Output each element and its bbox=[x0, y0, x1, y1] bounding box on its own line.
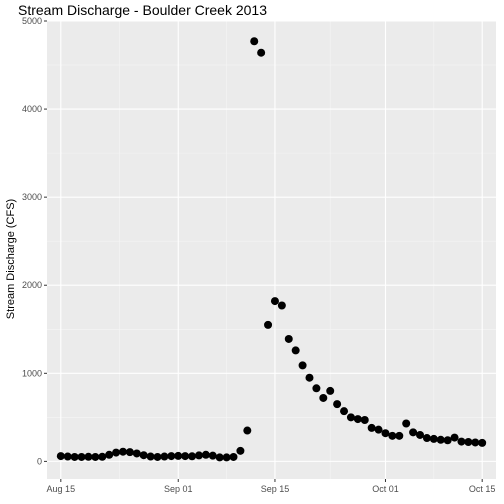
data-point bbox=[98, 453, 106, 461]
data-point bbox=[223, 453, 231, 461]
x-tick-label: Oct 15 bbox=[469, 484, 496, 494]
y-tick-label: 5000 bbox=[22, 16, 42, 26]
data-point bbox=[464, 438, 472, 446]
data-point bbox=[395, 432, 403, 440]
data-point bbox=[375, 426, 383, 434]
data-point bbox=[91, 453, 99, 461]
data-point bbox=[243, 427, 251, 435]
x-tick-label: Sep 01 bbox=[164, 484, 193, 494]
x-tick-label: Oct 01 bbox=[372, 484, 399, 494]
data-point bbox=[174, 452, 182, 460]
data-point bbox=[230, 453, 238, 461]
x-tick-label: Aug 15 bbox=[47, 484, 76, 494]
y-axis-title: Stream Discharge (CFS) bbox=[5, 199, 17, 319]
y-tick-label: 0 bbox=[37, 456, 42, 466]
data-point bbox=[105, 451, 113, 459]
data-point bbox=[278, 301, 286, 309]
data-point bbox=[292, 346, 300, 354]
data-point bbox=[250, 37, 258, 45]
data-point bbox=[340, 407, 348, 415]
data-point bbox=[388, 432, 396, 440]
data-point bbox=[451, 434, 459, 442]
data-point bbox=[154, 453, 162, 461]
data-point bbox=[202, 451, 210, 459]
data-point bbox=[216, 453, 224, 461]
data-point bbox=[423, 434, 431, 442]
y-tick-label: 1000 bbox=[22, 368, 42, 378]
data-point bbox=[312, 384, 320, 392]
data-point bbox=[236, 447, 244, 455]
data-point bbox=[57, 452, 65, 460]
data-point bbox=[333, 400, 341, 408]
data-point bbox=[257, 49, 265, 57]
data-point bbox=[195, 451, 203, 459]
data-point bbox=[416, 431, 424, 439]
data-point bbox=[354, 415, 362, 423]
data-point bbox=[444, 436, 452, 444]
data-point bbox=[126, 448, 134, 456]
data-point bbox=[209, 452, 217, 460]
data-point bbox=[167, 452, 175, 460]
data-point bbox=[457, 438, 465, 446]
y-tick-label: 2000 bbox=[22, 280, 42, 290]
data-point bbox=[326, 387, 334, 395]
data-point bbox=[471, 438, 479, 446]
data-point bbox=[78, 453, 86, 461]
data-point bbox=[347, 413, 355, 421]
data-point bbox=[368, 424, 376, 432]
data-point bbox=[147, 453, 155, 461]
data-point bbox=[402, 420, 410, 428]
data-point bbox=[133, 449, 141, 457]
x-axis-ticks: Aug 15 Sep 01 Sep 15 Oct 01 Oct 15 bbox=[47, 479, 496, 494]
data-point bbox=[181, 452, 189, 460]
plot-panel bbox=[47, 21, 496, 479]
data-point bbox=[271, 297, 279, 305]
data-point bbox=[437, 436, 445, 444]
data-point bbox=[305, 374, 313, 382]
data-point bbox=[381, 429, 389, 437]
data-point bbox=[188, 452, 196, 460]
data-point bbox=[361, 416, 369, 424]
data-point bbox=[430, 435, 438, 443]
data-point bbox=[84, 453, 92, 461]
data-point bbox=[319, 394, 327, 402]
data-point bbox=[140, 451, 148, 459]
x-tick-label: Sep 15 bbox=[261, 484, 290, 494]
y-axis-ticks: 0 1000 2000 3000 4000 5000 bbox=[22, 16, 47, 466]
y-tick-label: 4000 bbox=[22, 104, 42, 114]
data-point bbox=[112, 449, 120, 457]
data-point bbox=[264, 321, 272, 329]
data-point bbox=[478, 439, 486, 447]
data-point bbox=[160, 453, 168, 461]
chart-title: Stream Discharge - Boulder Creek 2013 bbox=[18, 2, 267, 18]
data-point bbox=[285, 335, 293, 343]
y-tick-label: 3000 bbox=[22, 192, 42, 202]
data-point bbox=[299, 361, 307, 369]
data-point bbox=[409, 428, 417, 436]
data-point bbox=[64, 453, 72, 461]
data-point bbox=[71, 453, 79, 461]
data-point bbox=[119, 448, 127, 456]
